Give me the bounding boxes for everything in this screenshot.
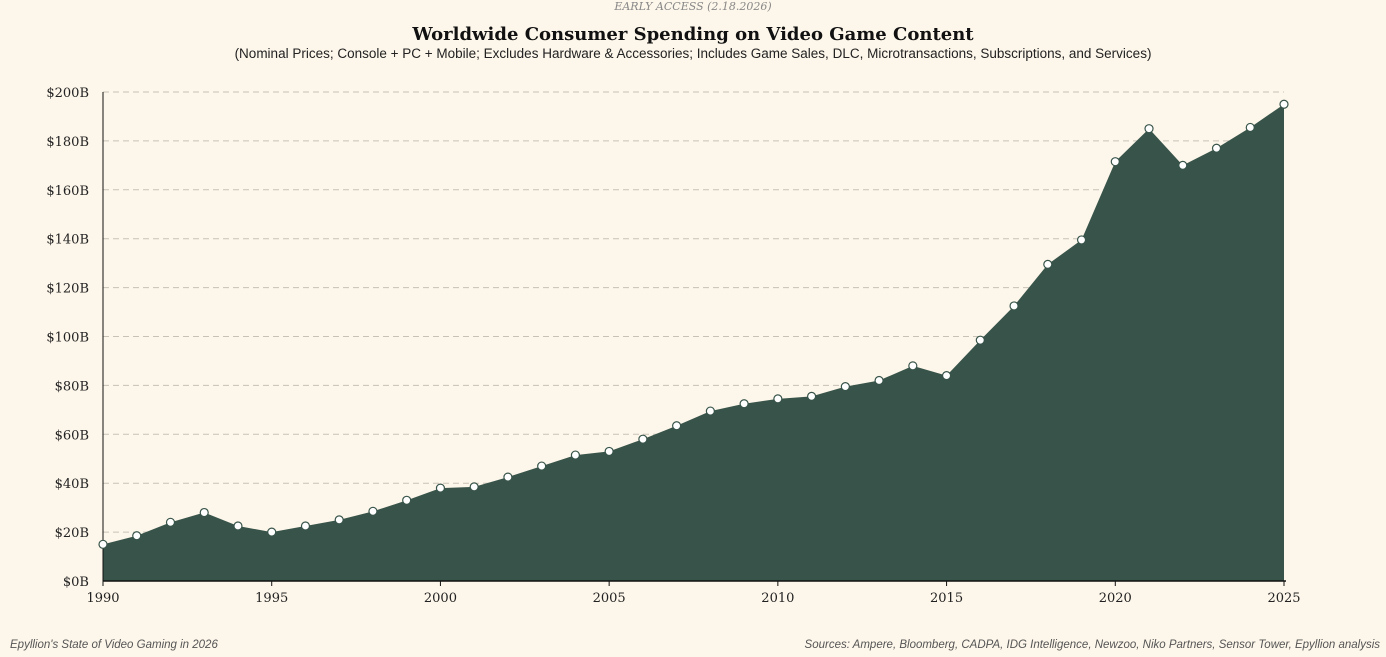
data-point [435,483,446,493]
data-point [132,531,142,541]
x-tick-label: 2015 [930,591,963,606]
data-point [1279,99,1289,109]
footer-publication: Epyllion's State of Video Gaming in 2026 [10,639,218,651]
data-point [199,507,209,518]
y-tick-label: $0B [63,575,89,590]
data-point [1009,301,1019,311]
data-point [165,517,176,527]
data-point [300,521,311,531]
data-point [975,335,985,345]
data-point [267,527,277,537]
x-tick-label: 2020 [1099,591,1132,606]
data-point [1211,143,1222,153]
data-point [1076,235,1087,245]
y-tick-label: $160B [46,184,89,199]
data-point [705,406,715,416]
data-point [874,375,884,386]
data-point [334,515,344,525]
data-point [604,446,614,457]
y-tick-label: $180B [46,135,89,150]
x-tick-label: 2000 [424,591,457,606]
y-tick-label: $80B [55,379,89,394]
data-point [368,506,378,516]
early-access-banner: EARLY ACCESS (2.18.2026) [614,0,772,13]
y-tick-label: $60B [55,428,89,443]
data-point [503,472,513,482]
data-point [537,461,547,471]
data-point [1144,124,1154,134]
x-tick-label: 1990 [86,591,119,606]
data-point [570,450,581,460]
data-point [840,382,850,392]
y-tick-label: $100B [46,331,89,346]
data-point [908,361,918,371]
data-point [1043,259,1053,269]
data-point [638,434,648,444]
data-point [1110,157,1120,167]
y-tick-label: $120B [46,282,89,297]
y-tick-label: $200B [46,86,89,101]
y-tick-label: $20B [55,526,89,541]
data-point [773,394,783,404]
area-fill [103,104,1284,581]
data-point [941,371,952,381]
footer-sources: Sources: Ampere, Bloomberg, CADPA, IDG I… [804,639,1380,651]
data-point [672,421,682,431]
data-point [402,495,412,505]
data-point [1245,122,1255,133]
y-tick-label: $140B [46,233,89,248]
x-tick-label: 1995 [255,591,288,606]
data-point [739,399,749,409]
data-point [233,521,243,531]
x-tick-label: 2025 [1267,591,1300,606]
data-point [469,482,479,492]
y-tick-label: $40B [55,477,89,492]
x-tick-label: 2010 [761,591,794,606]
chart-title: Worldwide Consumer Spending on Video Gam… [412,24,974,45]
data-point [806,391,817,402]
chart-subtitle: (Nominal Prices; Console + PC + Mobile; … [234,46,1152,61]
data-point [98,539,108,549]
data-point [1178,160,1188,170]
x-tick-label: 2005 [593,591,626,606]
